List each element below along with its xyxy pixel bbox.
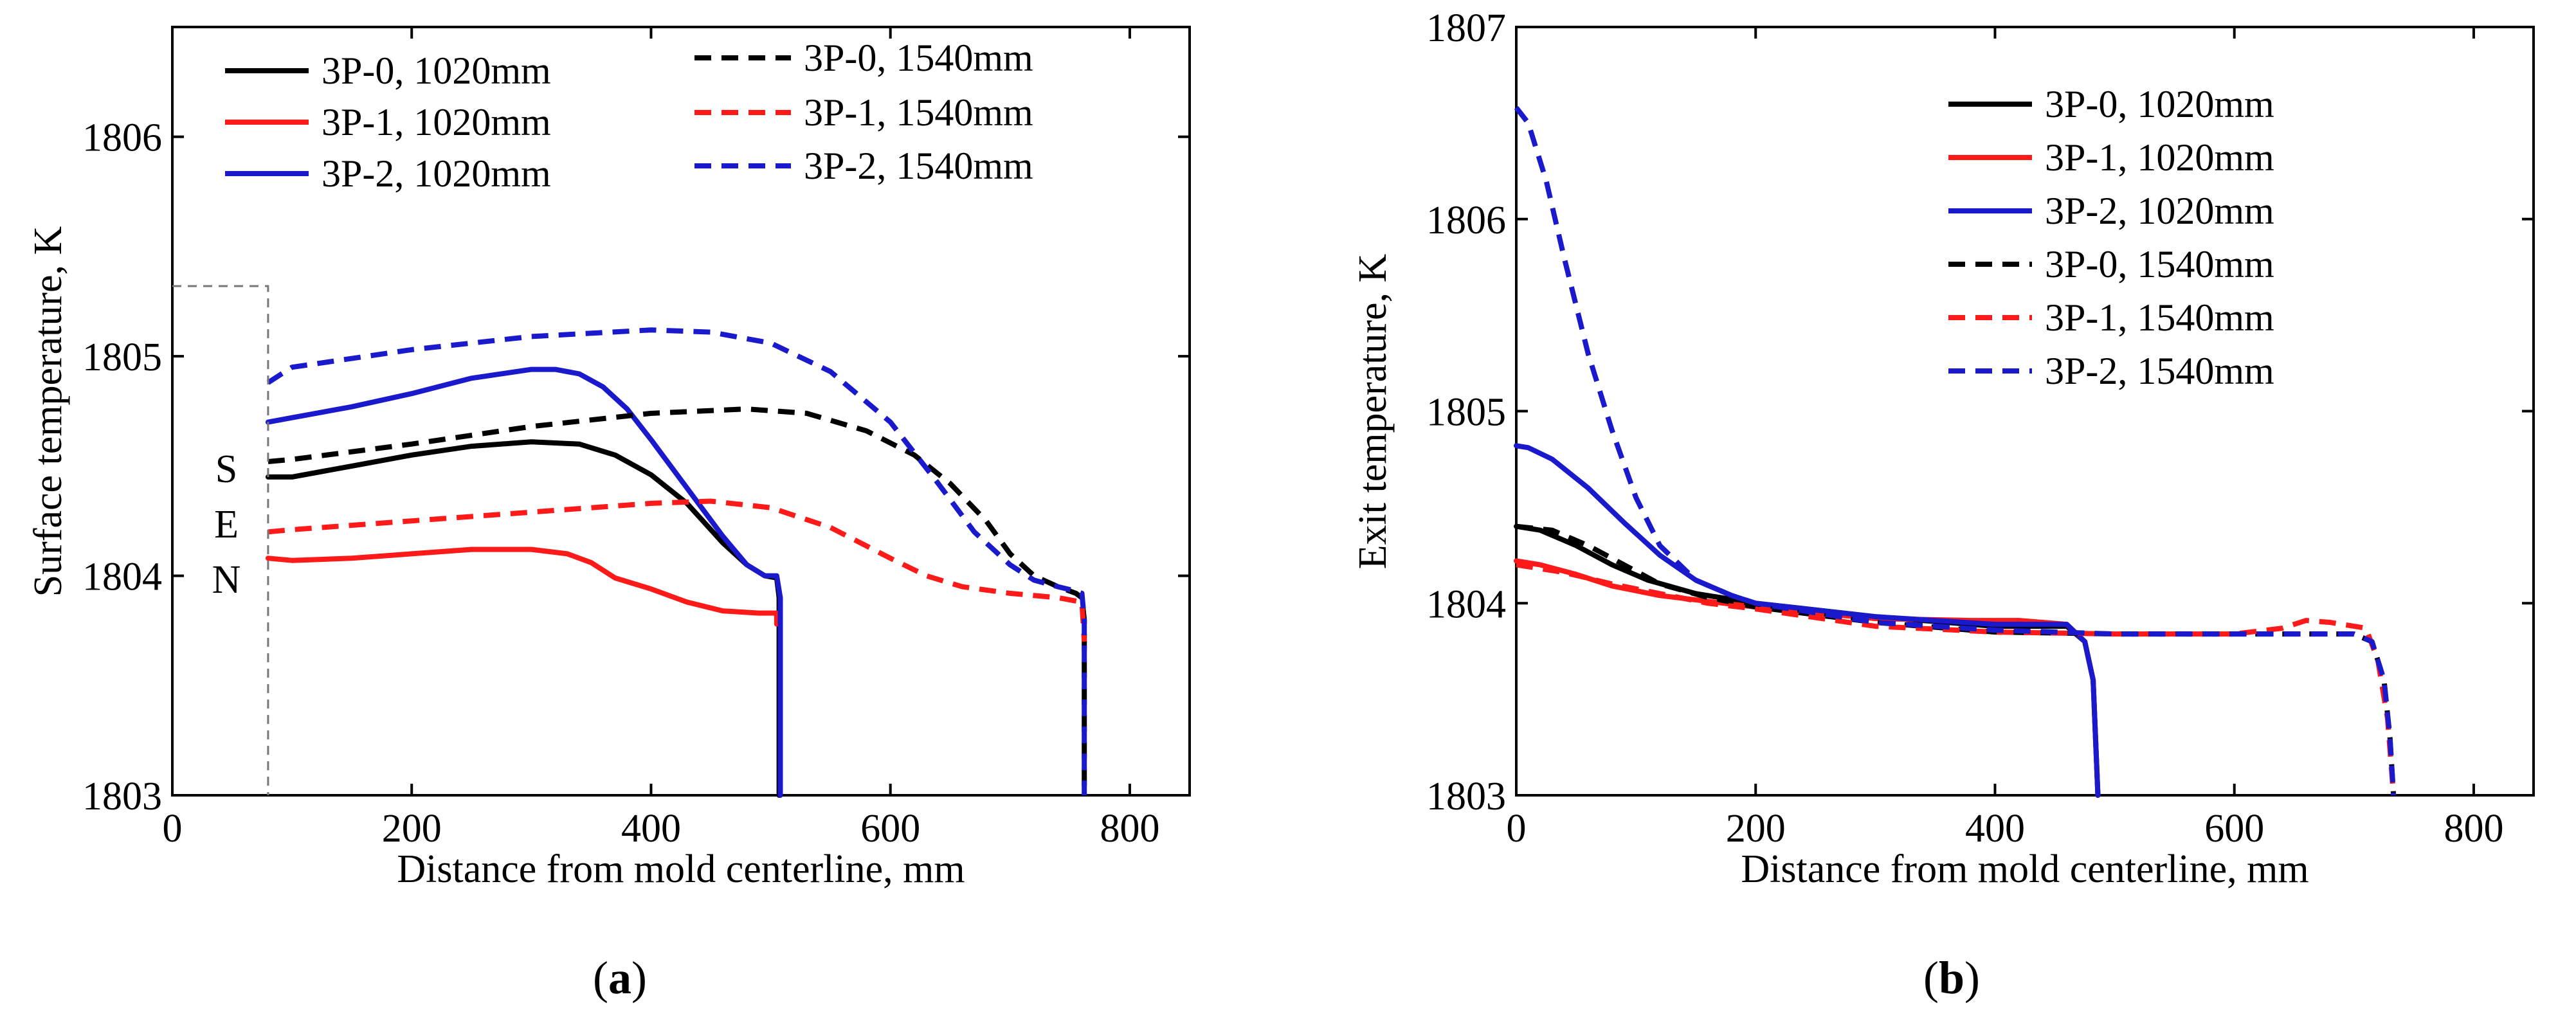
panel-a-sen-boundary — [172, 285, 269, 795]
panel-b-series-line-3 — [1514, 443, 2101, 798]
panel-b-x-tick-label: 200 — [1726, 807, 1786, 851]
panel-b-chart: 0 200 400 600 800 1803 1804 1805 1806 1807 3P-0, … — [1351, 6, 2535, 1004]
panel-a-legend-label-2: 3P-1, 1020mm — [322, 101, 551, 143]
panel-b-legend: 3P-0, 1020mm 3P-1, 1020mm 3P-2, 1020mm 3… — [1948, 83, 2274, 392]
panel-b-legend-label-5: 3P-1, 1540mm — [2045, 296, 2274, 339]
panel-a-series-line-5 — [268, 498, 1087, 642]
panel-a-legend-label-4: 3P-0, 1540mm — [804, 37, 1033, 79]
panel-b-x-axis-label: Distance from mold centerline, mm — [1741, 847, 2308, 891]
panel-b-series-line-5 — [1516, 562, 2397, 796]
panel-b-y-tick-label: 1803 — [1426, 775, 1506, 818]
panel-a-series-line-2 — [265, 546, 779, 627]
panel-b-x-tick-label: 400 — [1965, 807, 2025, 851]
panel-a-x-tick-label: 800 — [1100, 807, 1159, 851]
panel-b-y-tick-label: 1807 — [1426, 6, 1506, 50]
panel-a-chart: 0 200 400 600 800 1803 1804 1805 1806 S E N 3P-0… — [26, 26, 1191, 1004]
panel-b-label: (b) — [1923, 952, 1980, 1004]
panel-a-y-tick-label: 1805 — [82, 336, 162, 379]
panel-b-x-tick-label: 800 — [2444, 807, 2503, 851]
panel-b-x-tick-label: 0 — [1507, 807, 1527, 851]
panel-b-x-tick-label: 600 — [2204, 807, 2264, 851]
panel-a-sen-letter-1: S — [215, 447, 237, 491]
panel-b-series-group — [1514, 106, 2397, 798]
panel-a-label: (a) — [593, 952, 647, 1004]
panel-b-legend-label-2: 3P-1, 1020mm — [2045, 136, 2274, 179]
panel-b-legend-label-3: 3P-2, 1020mm — [2045, 190, 2274, 232]
panel-b-series-line-6 — [1514, 106, 2397, 796]
panel-b-series-line-2 — [1514, 558, 2101, 798]
panel-a-y-axis-label: Surface temperature, K — [26, 226, 70, 597]
panel-a-ticks: 0 200 400 600 800 1803 1804 1805 1806 — [82, 27, 1190, 851]
panel-b-plot-frame — [1515, 26, 2535, 797]
panel-b-y-tick-label: 1806 — [1426, 199, 1506, 242]
panel-a-x-tick-label: 200 — [382, 807, 442, 851]
panel-a-series-line-3 — [265, 366, 783, 798]
panel-a-y-tick-label: 1803 — [82, 775, 162, 818]
panel-a-series-line-6 — [266, 327, 1087, 795]
panel-b-y-tick-label: 1804 — [1426, 582, 1506, 626]
panel-b-legend-label-1: 3P-0, 1020mm — [2045, 83, 2274, 125]
panel-a-legend-label-3: 3P-2, 1020mm — [322, 152, 551, 195]
panel-a-series-line-4 — [268, 406, 1087, 795]
panel-b-series-line-4 — [1516, 523, 2397, 796]
panel-a-plot-frame — [171, 26, 1191, 797]
panel-a-legend-label-6: 3P-2, 1540mm — [804, 145, 1033, 187]
panel-a-legend-label-1: 3P-0, 1020mm — [322, 50, 551, 92]
panel-a-sen-letter-2: E — [214, 503, 239, 546]
panel-b-legend-label-4: 3P-0, 1540mm — [2045, 243, 2274, 285]
panel-a-y-tick-label: 1804 — [82, 555, 162, 599]
panel-a-x-tick-label: 0 — [163, 807, 183, 851]
panel-a-y-tick-label: 1806 — [82, 116, 162, 160]
panel-a-series-group — [265, 327, 1087, 798]
panel-a-sen-letter-3: N — [212, 558, 241, 602]
panel-a-series-line-1 — [265, 439, 782, 798]
panel-a-x-tick-label: 400 — [621, 807, 681, 851]
panel-b-ticks: 0 200 400 600 800 1803 1804 1805 1806 1807 — [1426, 6, 2534, 851]
panel-a-x-tick-label: 600 — [860, 807, 920, 851]
panel-b-y-tick-label: 1805 — [1426, 391, 1506, 435]
panel-a-legend: 3P-0, 1020mm 3P-1, 1020mm 3P-2, 1020mm 3… — [225, 37, 1033, 195]
panel-b-legend-label-6: 3P-2, 1540mm — [2045, 350, 2274, 392]
panel-b-series-line-1 — [1514, 523, 2101, 798]
panel-a-x-axis-label: Distance from mold centerline, mm — [397, 847, 965, 891]
panel-a-legend-label-5: 3P-1, 1540mm — [804, 91, 1033, 134]
panel-b-y-axis-label: Exit temperature, K — [1351, 253, 1395, 569]
